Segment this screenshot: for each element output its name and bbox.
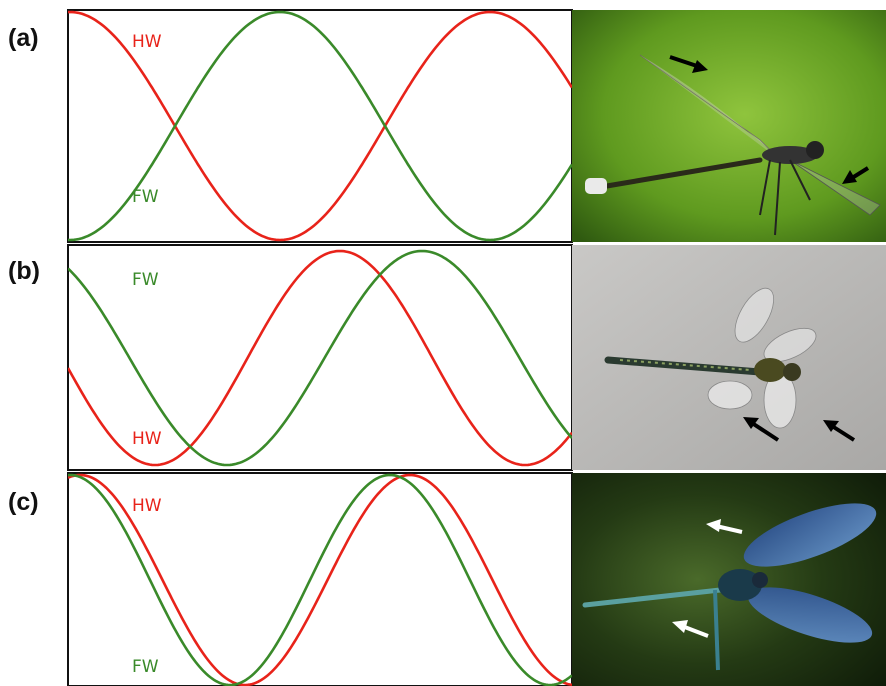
plot-frames bbox=[67, 9, 573, 686]
curve-label: FW bbox=[132, 187, 159, 207]
photo-b bbox=[572, 245, 886, 470]
curve-label: HW bbox=[132, 32, 162, 52]
waveform bbox=[68, 10, 572, 242]
waveform bbox=[68, 249, 572, 467]
curves bbox=[68, 10, 572, 686]
panel-label: (c) bbox=[8, 488, 39, 516]
panel-label: (a) bbox=[8, 24, 39, 52]
photo-a bbox=[572, 10, 886, 242]
curve-label: HW bbox=[132, 496, 162, 516]
curve-label: FW bbox=[132, 657, 159, 677]
waveform bbox=[68, 473, 572, 686]
waveform bbox=[68, 249, 572, 467]
waveform bbox=[68, 10, 572, 242]
panel-label: (b) bbox=[8, 257, 40, 285]
photo-c bbox=[572, 473, 886, 686]
curve-label: FW bbox=[132, 270, 159, 290]
curve-label: HW bbox=[132, 429, 162, 449]
waveform bbox=[68, 473, 572, 686]
